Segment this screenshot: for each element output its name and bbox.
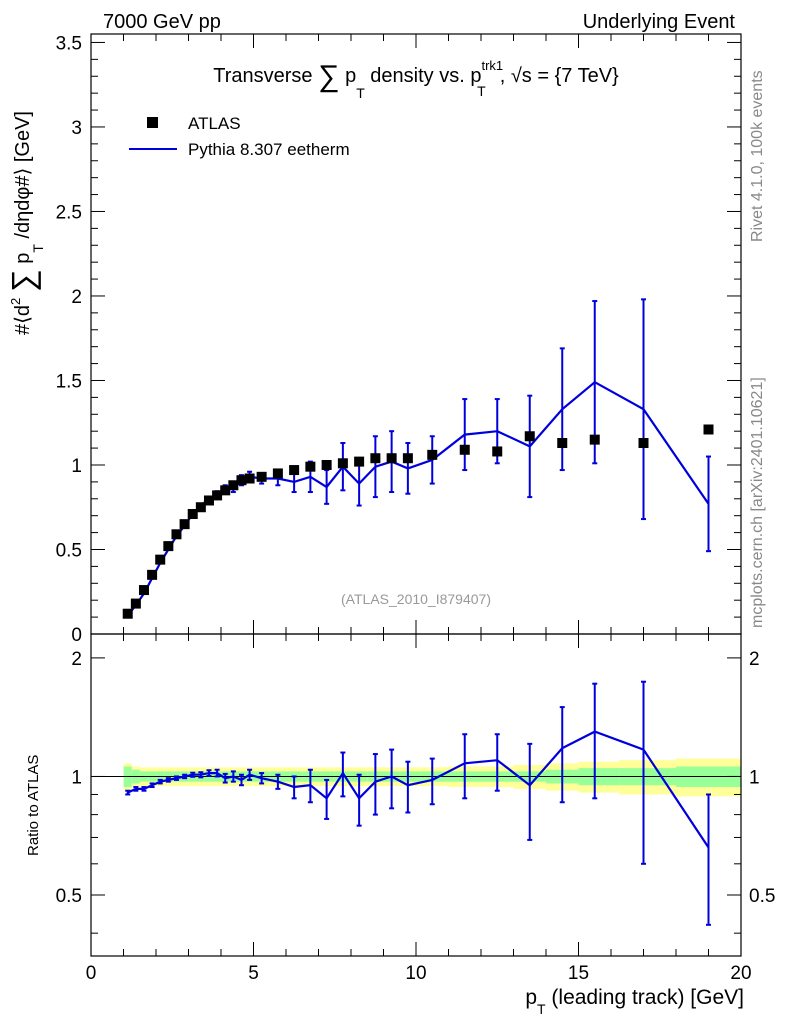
analysis-id: (ATLAS_2010_I879407) bbox=[341, 591, 491, 607]
data-point-atlas bbox=[155, 554, 166, 565]
y-tick-label: 2 bbox=[71, 287, 82, 308]
data-point-atlas bbox=[220, 485, 231, 496]
data-point-atlas bbox=[179, 519, 190, 530]
data-point-atlas bbox=[195, 502, 206, 513]
x-tick-label: 10 bbox=[405, 963, 426, 984]
data-point-atlas bbox=[337, 458, 348, 469]
ratio-y-axis-label: Ratio to ATLAS bbox=[25, 755, 42, 856]
data-point-atlas bbox=[459, 444, 470, 455]
title-p2-superscript: trk1 bbox=[481, 58, 503, 73]
data-point-atlas bbox=[244, 473, 255, 484]
data-point-atlas bbox=[289, 465, 300, 476]
x-tick-label: 0 bbox=[86, 963, 97, 984]
legend-label-atlas: ATLAS bbox=[188, 114, 241, 133]
ratio-y-tick-label-right: 2 bbox=[749, 649, 760, 670]
ratio-y-tick-label-left: 0.5 bbox=[56, 886, 82, 907]
data-point-atlas bbox=[524, 431, 535, 442]
data-point-atlas bbox=[163, 541, 174, 552]
y-tick-label: 1 bbox=[71, 456, 82, 477]
data-point-atlas bbox=[187, 509, 198, 519]
title-suffix: , √s = {7 TeV} bbox=[500, 65, 619, 87]
ratio-plot: 0 5 10 15 20 0.5 0.5 1 1 2 2 bbox=[56, 633, 775, 984]
data-point-atlas bbox=[402, 453, 413, 464]
data-point-atlas bbox=[492, 446, 503, 457]
data-point-atlas bbox=[589, 434, 600, 445]
ratio-y-tick-label-left: 1 bbox=[71, 767, 82, 788]
data-point-atlas bbox=[386, 453, 397, 464]
x-tick-label: 20 bbox=[730, 963, 751, 984]
data-point-atlas bbox=[147, 569, 158, 580]
data-point-atlas bbox=[130, 598, 141, 609]
title-sum-symbol: ∑ bbox=[318, 60, 339, 93]
ylabel-superscript: 2 bbox=[8, 298, 23, 305]
data-point-atlas bbox=[138, 585, 149, 596]
x-tick-label: 5 bbox=[248, 963, 259, 984]
data-point-atlas bbox=[212, 490, 223, 501]
title-p2-subscript: T bbox=[477, 83, 486, 99]
data-point-atlas bbox=[228, 480, 239, 491]
y-tick-label: 0.5 bbox=[56, 540, 82, 561]
data-point-atlas bbox=[703, 424, 714, 435]
y-tick-label: 1.5 bbox=[56, 371, 82, 392]
legend: ATLAS Pythia 8.307 eetherm bbox=[129, 114, 350, 159]
header-left: 7000 GeV pp bbox=[103, 11, 221, 33]
x-tick-label: 15 bbox=[568, 963, 589, 984]
main-data-layer bbox=[122, 298, 714, 619]
ylabel-subscript: T bbox=[30, 244, 46, 253]
xlabel-subscript: T bbox=[537, 1001, 546, 1017]
side-label-mcplots: mcplots.cern.ch [arXiv:2401.10621] bbox=[749, 377, 766, 628]
y-tick-label: 0 bbox=[71, 625, 82, 646]
ratio-data-layer bbox=[125, 680, 711, 926]
x-axis-label: pT (leading track) [GeV] bbox=[525, 986, 744, 1017]
ratio-y-tick-label-right: 1 bbox=[749, 767, 760, 788]
data-point-atlas bbox=[171, 529, 182, 540]
title-p: p bbox=[345, 65, 356, 87]
y-axis-label: #⟨d2 ∑ pT /dηdφ#⟩ [GeV] bbox=[5, 111, 46, 335]
plot-title: Transverse ∑ pT density vs. ptrk1 T, √s =… bbox=[213, 58, 619, 101]
legend-marker-atlas bbox=[147, 117, 158, 128]
data-point-atlas bbox=[305, 461, 316, 472]
data-point-atlas bbox=[354, 456, 365, 467]
data-point-atlas bbox=[256, 471, 267, 482]
y-tick-label: 2.5 bbox=[56, 202, 82, 223]
data-point-atlas bbox=[557, 438, 568, 449]
plot-title-text: Transverse ∑ pT density vs. ptrk1 T, √s =… bbox=[213, 58, 619, 101]
data-point-atlas bbox=[272, 468, 283, 479]
data-point-atlas bbox=[122, 608, 133, 619]
data-point-atlas bbox=[370, 453, 381, 464]
data-point-atlas bbox=[203, 495, 214, 506]
ylabel-sum-symbol: ∑ bbox=[5, 269, 41, 292]
ratio-y-tick-label-right: 0.5 bbox=[749, 886, 775, 907]
data-point-atlas bbox=[638, 438, 649, 449]
title-middle: density vs. p bbox=[365, 65, 482, 87]
xlabel-p: p bbox=[525, 986, 537, 1009]
data-point-atlas bbox=[236, 475, 247, 486]
header-right: Underlying Event bbox=[583, 11, 736, 33]
ylabel-prefix: #⟨d bbox=[12, 305, 34, 335]
ylabel-p: p bbox=[12, 253, 34, 264]
title-prefix: Transverse bbox=[213, 65, 312, 87]
ylabel-suffix: /dηdφ#⟩ [GeV] bbox=[12, 111, 34, 244]
legend-label-pythia: Pythia 8.307 eetherm bbox=[188, 140, 350, 159]
ratio-line bbox=[127, 730, 710, 849]
y-tick-label: 3 bbox=[71, 118, 82, 139]
data-point-atlas bbox=[321, 459, 332, 470]
y-tick-label: 3.5 bbox=[56, 33, 82, 54]
title-p-subscript: T bbox=[356, 85, 365, 101]
ratio-y-tick-label-left: 2 bbox=[71, 649, 82, 670]
data-point-atlas bbox=[427, 449, 438, 460]
side-label-rivet: Rivet 4.1.0, 100k events bbox=[749, 70, 766, 242]
xlabel-rest: (leading track) [GeV] bbox=[546, 986, 744, 1009]
